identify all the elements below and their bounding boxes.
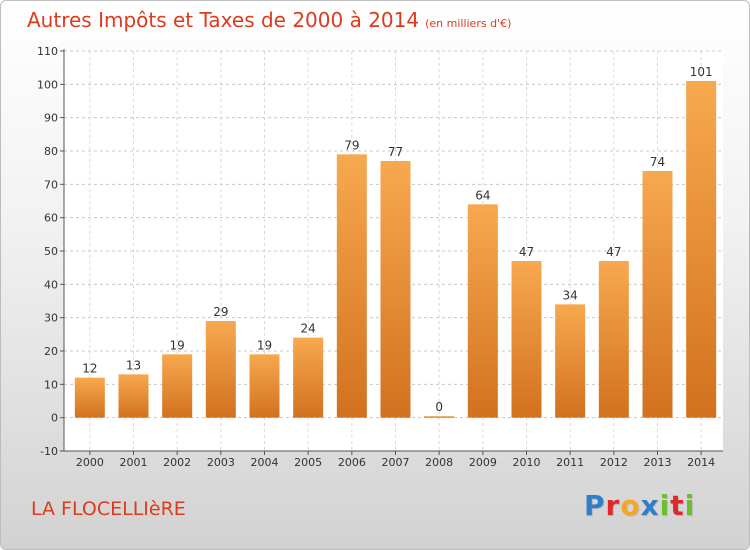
data-label: 19: [170, 338, 185, 352]
bar-2008: [424, 416, 455, 418]
y-tick-label: 30: [44, 312, 58, 325]
y-tick-label: 80: [44, 145, 58, 158]
bar-2007: [380, 161, 411, 418]
data-label: 13: [126, 358, 141, 372]
data-label: 74: [650, 155, 665, 169]
x-tick-label: 2004: [251, 456, 279, 469]
y-tick-label: 50: [44, 245, 58, 258]
data-label: 64: [475, 188, 490, 202]
x-tick-label: 2006: [338, 456, 366, 469]
bar-2001: [118, 374, 149, 418]
y-tick-label: -10: [40, 445, 58, 458]
bar-2002: [162, 354, 193, 418]
bar-2000: [74, 377, 105, 418]
proxiti-logo: Proxiti: [584, 489, 695, 522]
y-tick-label: 100: [37, 78, 58, 91]
x-tick-label: 2007: [382, 456, 410, 469]
x-tick-label: 2011: [556, 456, 584, 469]
logo-letter: i: [659, 489, 671, 522]
logo-letter: P: [584, 489, 606, 522]
x-tick-label: 2008: [425, 456, 453, 469]
bar-2005: [293, 337, 324, 418]
bar-2011: [555, 304, 586, 418]
x-tick-label: 2014: [687, 456, 715, 469]
data-label: 47: [606, 245, 621, 259]
x-tick-label: 2002: [163, 456, 191, 469]
x-tick-label: 2000: [76, 456, 104, 469]
chart-title: Autres Impôts et Taxes de 2000 à 2014 (en…: [27, 8, 512, 32]
x-tick-label: 2003: [207, 456, 235, 469]
bar-2003: [205, 321, 236, 418]
x-tick-label: 2010: [513, 456, 541, 469]
logo-letter: x: [640, 489, 660, 522]
chart-subtitle: (en milliers d'€): [425, 17, 512, 30]
logo-letter: r: [605, 489, 621, 522]
data-label: 19: [257, 338, 272, 352]
commune-name: LA FLOCELLIèRE: [31, 498, 186, 520]
bars: 12 13 19 29 19 24 79 77 0 64 47 34 47 74 101: [74, 65, 717, 418]
y-tick-label: 90: [44, 112, 58, 125]
axes: -10 0 10 20 30 40 50 60 70 80 90 100 110 2000 2001 2002…: [37, 45, 723, 469]
logo-letter: i: [684, 489, 696, 522]
y-tick-label: 20: [44, 345, 58, 358]
bar-2013: [642, 171, 673, 418]
y-tick-label: 0: [51, 412, 58, 425]
data-label: 34: [563, 288, 578, 302]
x-tick-label: 2013: [644, 456, 672, 469]
y-tick-label: 40: [44, 278, 58, 291]
bar-2010: [511, 261, 542, 418]
y-tick-label: 10: [44, 378, 58, 391]
bar-2006: [336, 154, 367, 418]
data-label: 77: [388, 145, 403, 159]
bar-2009: [467, 204, 498, 418]
data-label: 47: [519, 245, 534, 259]
x-tick-label: 2012: [600, 456, 628, 469]
x-tick-label: 2001: [120, 456, 148, 469]
data-label: 29: [213, 305, 228, 319]
logo-letter: t: [670, 489, 685, 522]
y-tick-label: 70: [44, 178, 58, 191]
y-tick-label: 110: [37, 45, 58, 58]
bar-2004: [249, 354, 280, 418]
logo-letter: o: [620, 489, 641, 522]
data-label: 12: [82, 362, 97, 376]
x-tick-label: 2005: [294, 456, 322, 469]
bar-2014: [686, 81, 717, 418]
y-tick-label: 60: [44, 212, 58, 225]
data-label: 24: [301, 322, 316, 336]
data-label: 0: [435, 400, 443, 414]
data-label: 79: [344, 138, 359, 152]
data-label: 101: [690, 65, 713, 79]
bar-2012: [598, 261, 629, 418]
x-tick-label: 2009: [469, 456, 497, 469]
